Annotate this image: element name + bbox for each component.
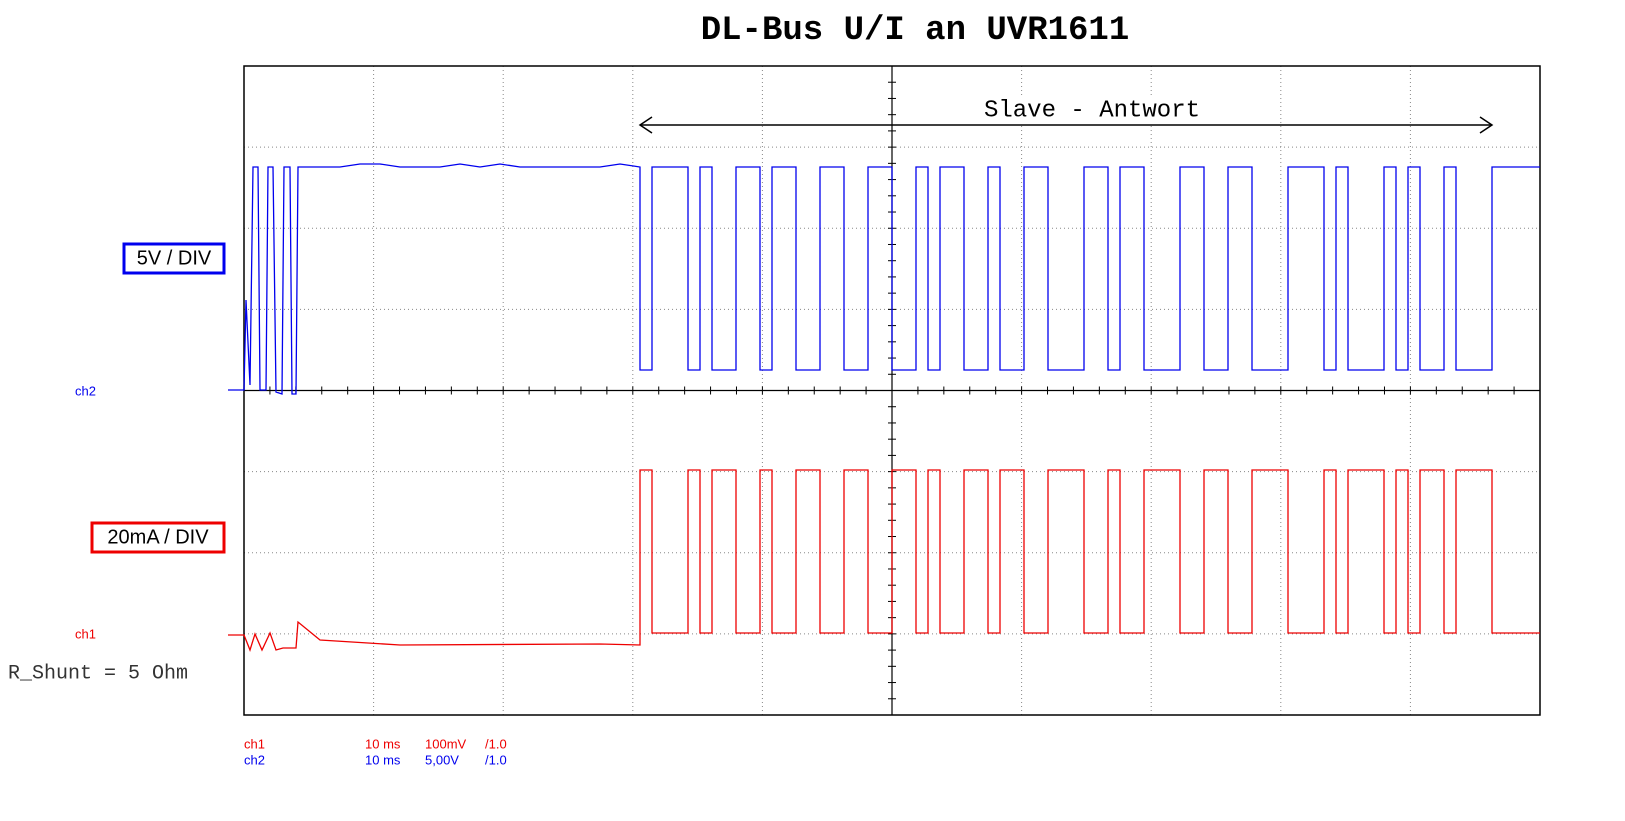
setting-channel: ch1 — [244, 736, 265, 751]
ch2-scale: 5V / DIV — [137, 247, 212, 269]
settings: ch1 10 ms 100mV /1.0 ch2 10 ms 5,00V /1.… — [244, 736, 507, 767]
ch1-scale-box — [90, 521, 226, 554]
ch2-waveform — [228, 163, 1540, 395]
ch1-waveform — [228, 469, 1540, 652]
annotation-bg — [955, 96, 1230, 124]
setting-channel: ch2 — [244, 752, 265, 767]
arrow-heads — [638, 116, 1494, 134]
ch2-scale-box — [122, 242, 226, 275]
shunt-note: R_Shunt = 5 Ohm — [8, 662, 188, 685]
annotation: Slave - Antwort — [984, 97, 1200, 124]
setting-volts: 5,00V — [425, 752, 459, 767]
title: DL-Bus U/I an UVR1611 — [701, 12, 1129, 50]
setting-timebase: 10 ms — [365, 752, 401, 767]
ch1-marker: ch1 — [75, 626, 96, 641]
setting-probe: /1.0 — [485, 736, 507, 751]
setting-probe: /1.0 — [485, 752, 507, 767]
ch1-scale: 20mA / DIV — [107, 526, 209, 548]
ch2-marker: ch2 — [75, 383, 96, 398]
setting-timebase: 10 ms — [365, 736, 401, 751]
setting-volts: 100mV — [425, 736, 467, 751]
